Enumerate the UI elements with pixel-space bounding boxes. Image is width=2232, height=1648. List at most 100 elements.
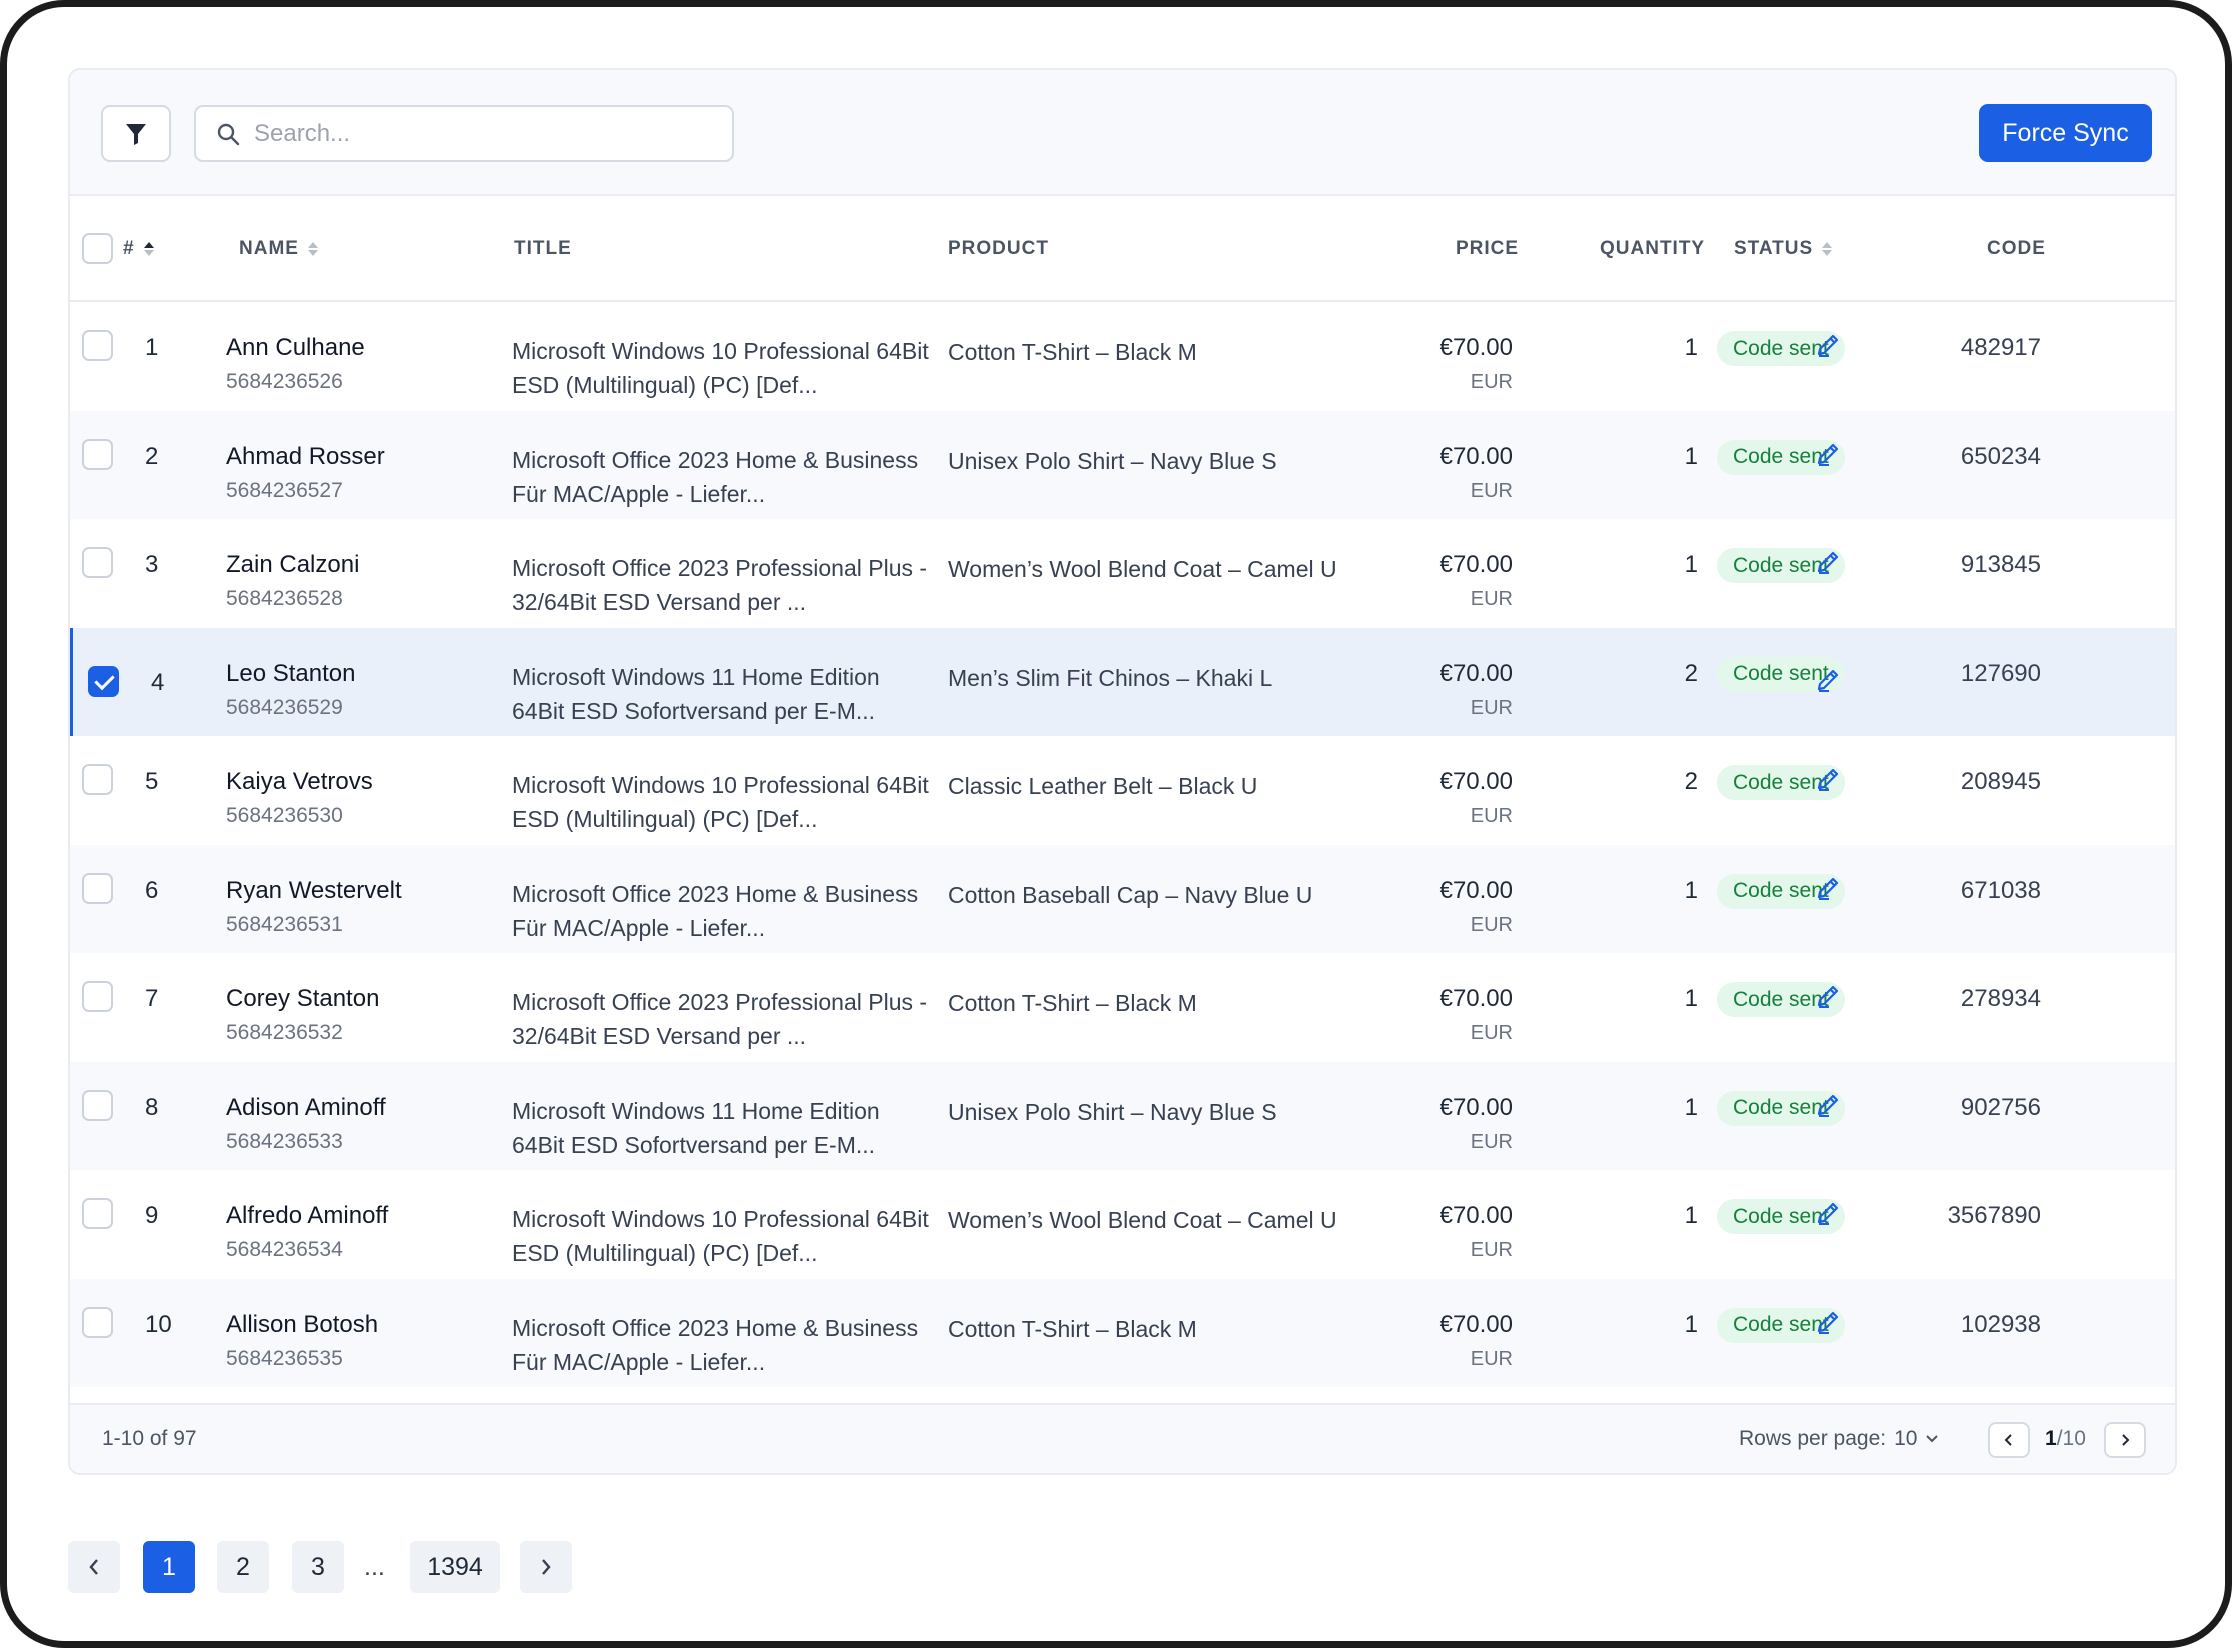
pencil-icon: [1817, 768, 1839, 791]
table-row[interactable]: 3 Zain Calzoni 5684236528 Microsoft Office …: [70, 519, 2175, 628]
row-checkbox[interactable]: [82, 438, 113, 470]
product-variant: Women’s Wool Blend Coat – Camel U: [948, 556, 1337, 582]
table-row[interactable]: 8 Adison Aminoff 5684236533 Microsoft Windo…: [70, 1061, 2175, 1170]
column-status-label: STATUS: [1734, 238, 1814, 259]
customer-name: Ahmad Rosser: [226, 442, 385, 470]
select-all-checkbox[interactable]: [82, 233, 113, 264]
edit-button[interactable]: [1815, 549, 1841, 582]
price-value: €70.00: [1439, 1093, 1513, 1121]
filter-button[interactable]: [101, 105, 171, 162]
table-row[interactable]: 1 Ann Culhane 5684236526 Microsoft Windows …: [70, 302, 2175, 411]
price-currency: EUR: [1470, 479, 1513, 502]
total-pages: /10: [2056, 1427, 2086, 1450]
price-cell: €70.00 EUR: [1440, 443, 1513, 503]
product-title: Microsoft Windows 11 Home Edition 64Bit …: [512, 1097, 880, 1158]
column-title-label: TITLE: [514, 238, 572, 259]
next-page-button[interactable]: [2104, 1422, 2146, 1458]
search-input[interactable]: [254, 119, 714, 148]
product-title: Microsoft Office 2023 Professional Plus …: [512, 989, 928, 1049]
row-number: 2: [145, 442, 159, 470]
row-checkbox[interactable]: [82, 1198, 113, 1229]
edit-button[interactable]: [1815, 1092, 1841, 1125]
chevron-left-icon: [89, 1559, 98, 1575]
status-badge: Code sent: [1717, 982, 1845, 1017]
row-checkbox[interactable]: [88, 665, 119, 697]
force-sync-button[interactable]: Force Sync: [1979, 104, 2152, 162]
price-currency: EUR: [1470, 1239, 1513, 1261]
code-value: 650234: [1960, 442, 2041, 470]
column-name-header[interactable]: NAME: [239, 196, 318, 302]
customer-name: Leo Stanton: [226, 659, 356, 687]
customer-cell: Ann Culhane 5684236526: [226, 334, 365, 394]
quantity-value: 2: [1684, 768, 1698, 795]
pagination-page-3[interactable]: 3: [292, 1541, 344, 1593]
edit-button[interactable]: [1815, 667, 1841, 700]
row-number: 5: [145, 768, 159, 795]
customer-id: 5684236529: [226, 695, 343, 719]
column-name-label: NAME: [239, 238, 299, 259]
pagination-prev-button[interactable]: [68, 1541, 120, 1593]
current-page: 1: [2045, 1427, 2057, 1450]
row-checkbox[interactable]: [82, 1089, 113, 1121]
edit-button[interactable]: [1815, 441, 1841, 474]
customer-cell: Ryan Westervelt 5684236531: [226, 877, 402, 937]
row-checkbox[interactable]: [82, 872, 113, 904]
table-row[interactable]: 10 Allison Botosh 5684236535 Microsoft Offi…: [70, 1278, 2175, 1387]
price-value: €70.00: [1439, 334, 1513, 361]
quantity-value: 1: [1684, 1202, 1698, 1229]
customer-id: 5684236534: [226, 1238, 343, 1261]
customer-id: 5684236533: [226, 1129, 343, 1153]
customer-cell: Alfredo Aminoff 5684236534: [226, 1202, 388, 1262]
sort-icon[interactable]: [143, 242, 154, 256]
price-cell: €70.00 EUR: [1440, 660, 1513, 720]
table-row[interactable]: 6 Ryan Westervelt 5684236531 Microsoft Offi…: [70, 844, 2175, 953]
product-title: Microsoft Office 2023 Home & Business Fü…: [512, 1314, 919, 1375]
customer-cell: Zain Calzoni 5684236528: [226, 551, 359, 611]
pencil-icon: [1817, 443, 1839, 466]
edit-button[interactable]: [1815, 875, 1841, 908]
price-value: €70.00: [1439, 442, 1513, 470]
column-status-header[interactable]: STATUS: [1734, 196, 1833, 302]
edit-button[interactable]: [1815, 983, 1841, 1016]
pencil-icon: [1817, 1311, 1839, 1334]
table-row[interactable]: 9 Alfredo Aminoff 5684236534 Microsoft Wind…: [70, 1170, 2175, 1279]
price-cell: €70.00 EUR: [1440, 768, 1513, 828]
status-badge: Code sent: [1717, 765, 1845, 800]
row-number: 8: [145, 1093, 159, 1121]
price-cell: €70.00 EUR: [1440, 877, 1513, 937]
price-currency: EUR: [1470, 371, 1513, 393]
sort-icon[interactable]: [1822, 242, 1833, 256]
pagination-page-2[interactable]: 2: [217, 1541, 269, 1593]
product-variant: Classic Leather Belt – Black U: [948, 773, 1258, 799]
customer-name: Allison Botosh: [226, 1310, 379, 1338]
edit-button[interactable]: [1815, 332, 1841, 365]
edit-button[interactable]: [1815, 1309, 1841, 1342]
table-row[interactable]: 7 Corey Stanton 5684236532 Microsoft Office…: [70, 953, 2175, 1062]
row-checkbox[interactable]: [82, 981, 113, 1012]
sort-icon[interactable]: [307, 242, 318, 256]
table-row[interactable]: 4 Leo Stanton 5684236529 Microsoft Windows …: [70, 627, 2175, 736]
prev-page-button[interactable]: [1988, 1422, 2030, 1458]
column-number-header[interactable]: #: [123, 196, 154, 302]
edit-button[interactable]: [1815, 1200, 1841, 1233]
row-checkbox[interactable]: [82, 547, 113, 578]
customer-name: Kaiya Vetrovs: [226, 768, 373, 795]
row-checkbox[interactable]: [82, 330, 113, 361]
pencil-icon: [1817, 1202, 1839, 1225]
customer-name: Adison Aminoff: [226, 1093, 386, 1121]
column-number-label: #: [123, 238, 135, 259]
pagination-next-button[interactable]: [520, 1541, 572, 1593]
table-row[interactable]: 2 Ahmad Rosser 5684236527 Microsoft Office …: [70, 410, 2175, 519]
row-checkbox[interactable]: [82, 1306, 113, 1338]
pagination-last-page[interactable]: 1394: [410, 1541, 500, 1593]
edit-button[interactable]: [1815, 766, 1841, 799]
pagination-page-1[interactable]: 1: [143, 1541, 195, 1593]
rows-per-page-select[interactable]: Rows per page: 10: [1739, 1427, 1939, 1451]
row-checkbox[interactable]: [82, 764, 113, 795]
table-body: 1 Ann Culhane 5684236526 Microsoft Windows …: [70, 302, 2175, 1387]
toolbar: Force Sync: [70, 70, 2175, 196]
product-variant: Cotton T-Shirt – Black M: [948, 339, 1197, 365]
customer-id: 5684236526: [226, 370, 343, 393]
price-currency: EUR: [1470, 588, 1513, 610]
table-row[interactable]: 5 Kaiya Vetrovs 5684236530 Microsoft Window…: [70, 736, 2175, 845]
